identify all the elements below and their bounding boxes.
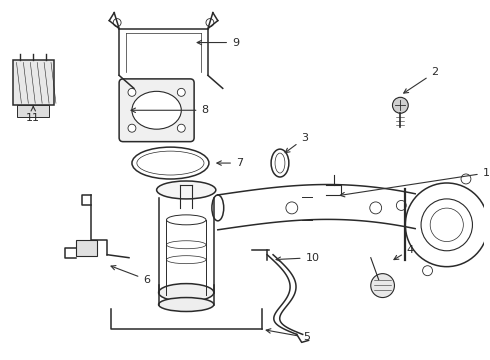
- Circle shape: [177, 88, 185, 96]
- Ellipse shape: [159, 298, 214, 311]
- Text: 1: 1: [340, 168, 490, 197]
- Circle shape: [461, 174, 471, 184]
- Text: 8: 8: [131, 105, 209, 115]
- Text: 6: 6: [111, 266, 150, 285]
- Text: 5: 5: [266, 329, 310, 342]
- Circle shape: [177, 124, 185, 132]
- Bar: [18, 105, 49, 117]
- Text: 10: 10: [276, 253, 319, 263]
- Ellipse shape: [159, 284, 214, 302]
- Text: 2: 2: [404, 67, 439, 93]
- Text: 4: 4: [394, 245, 414, 260]
- Bar: [13, 60, 54, 105]
- Text: 11: 11: [26, 107, 40, 123]
- Ellipse shape: [132, 91, 181, 129]
- Circle shape: [487, 239, 490, 249]
- Circle shape: [371, 274, 394, 298]
- Circle shape: [422, 266, 433, 276]
- Circle shape: [128, 88, 136, 96]
- Text: 7: 7: [217, 158, 243, 168]
- FancyBboxPatch shape: [119, 79, 194, 141]
- Text: 3: 3: [285, 133, 308, 153]
- Circle shape: [128, 124, 136, 132]
- Ellipse shape: [157, 181, 216, 199]
- Text: 9: 9: [197, 37, 239, 48]
- Circle shape: [392, 97, 408, 113]
- Circle shape: [396, 201, 406, 210]
- Bar: [75, 240, 98, 256]
